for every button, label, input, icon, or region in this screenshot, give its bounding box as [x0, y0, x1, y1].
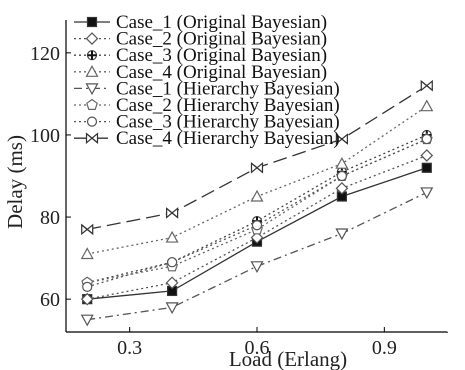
legend: Case_1 (Original Bayesian)Case_2 (Origin…: [74, 12, 340, 149]
data-point: [166, 207, 179, 219]
data-point: [165, 302, 179, 315]
data-point: [80, 247, 94, 260]
y-ticks: 60 80 100 120: [30, 43, 71, 311]
x-tick-label: 0.3: [117, 337, 142, 359]
legend-marker: [86, 50, 98, 61]
data-point: [251, 220, 263, 231]
y-tick-label: 120: [30, 43, 60, 65]
data-point: [250, 162, 264, 174]
data-point: [165, 276, 179, 290]
series-8: [81, 79, 433, 236]
y-tick-label: 80: [40, 207, 60, 229]
x-axis-label: Load (Erlang): [229, 347, 347, 370]
legend-label: Case_1 (Original Bayesian): [116, 12, 327, 33]
y-axis-label: Delay (ms): [3, 135, 27, 229]
series-line: [87, 154, 428, 300]
legend-marker: [85, 83, 99, 96]
legend-label: Case_3 (Original Bayesian): [116, 45, 327, 66]
data-point: [421, 133, 432, 145]
legend-marker: [86, 98, 98, 111]
data-point: [165, 230, 179, 243]
legend-item: Case_4 (Original Bayesian): [74, 62, 327, 83]
data-point: [421, 162, 432, 173]
data-point: [420, 149, 434, 162]
legend-marker: [85, 132, 99, 144]
legend-marker: [85, 65, 99, 77]
series-7: [82, 133, 432, 292]
data-point: [250, 231, 264, 244]
legend-label: Case_2 (Original Bayesian): [116, 29, 327, 50]
legend-label: Case_3 (Hierarchy Bayesian): [116, 112, 340, 133]
data-point: [167, 257, 178, 268]
data-point: [336, 170, 347, 182]
data-point: [80, 314, 94, 327]
series-line: [87, 134, 428, 284]
series-line: [87, 191, 428, 321]
legend-item: Case_3 (Original Bayesian): [74, 45, 327, 66]
data-point: [420, 99, 434, 112]
legend-item: Case_2 (Original Bayesian): [74, 29, 327, 50]
data-point: [80, 292, 94, 306]
data-point: [82, 281, 93, 292]
series-line: [87, 138, 428, 284]
data-point: [81, 223, 94, 236]
legend-item: Case_4 (Hierarchy Bayesian): [74, 128, 340, 149]
data-point: [335, 181, 349, 195]
data-point: [420, 187, 434, 200]
y-tick-label: 60: [40, 289, 60, 311]
legend-label: Case_4 (Hierarchy Bayesian): [116, 128, 340, 149]
x-tick-label: 0.9: [372, 337, 397, 359]
data-point: [335, 156, 349, 169]
legend-item: Case_2 (Hierarchy Bayesian): [74, 95, 340, 116]
data-point: [250, 261, 264, 274]
data-point: [250, 189, 264, 202]
data-point: [420, 79, 433, 92]
data-point: [335, 133, 348, 145]
legend-item: Case_1 (Hierarchy Bayesian): [74, 78, 340, 99]
legend-marker: [86, 116, 98, 127]
series-4: [80, 99, 434, 260]
legend-item: Case_3 (Hierarchy Bayesian): [74, 112, 340, 133]
data-point: [335, 228, 349, 241]
series-2: [80, 149, 434, 306]
series-group: [80, 79, 434, 327]
legend-label: Case_1 (Hierarchy Bayesian): [116, 78, 340, 99]
series-5: [80, 187, 434, 327]
y-tick-label: 100: [30, 125, 60, 147]
legend-label: Case_2 (Hierarchy Bayesian): [116, 95, 340, 116]
x-ticks: 0.3 0.6 0.9: [117, 327, 397, 359]
legend-label: Case_4 (Original Bayesian): [116, 62, 327, 83]
legend-marker: [86, 16, 98, 28]
x-tick-label: 0.6: [245, 337, 270, 359]
legend-item: Case_1 (Original Bayesian): [74, 12, 327, 33]
legend-marker: [85, 32, 99, 45]
